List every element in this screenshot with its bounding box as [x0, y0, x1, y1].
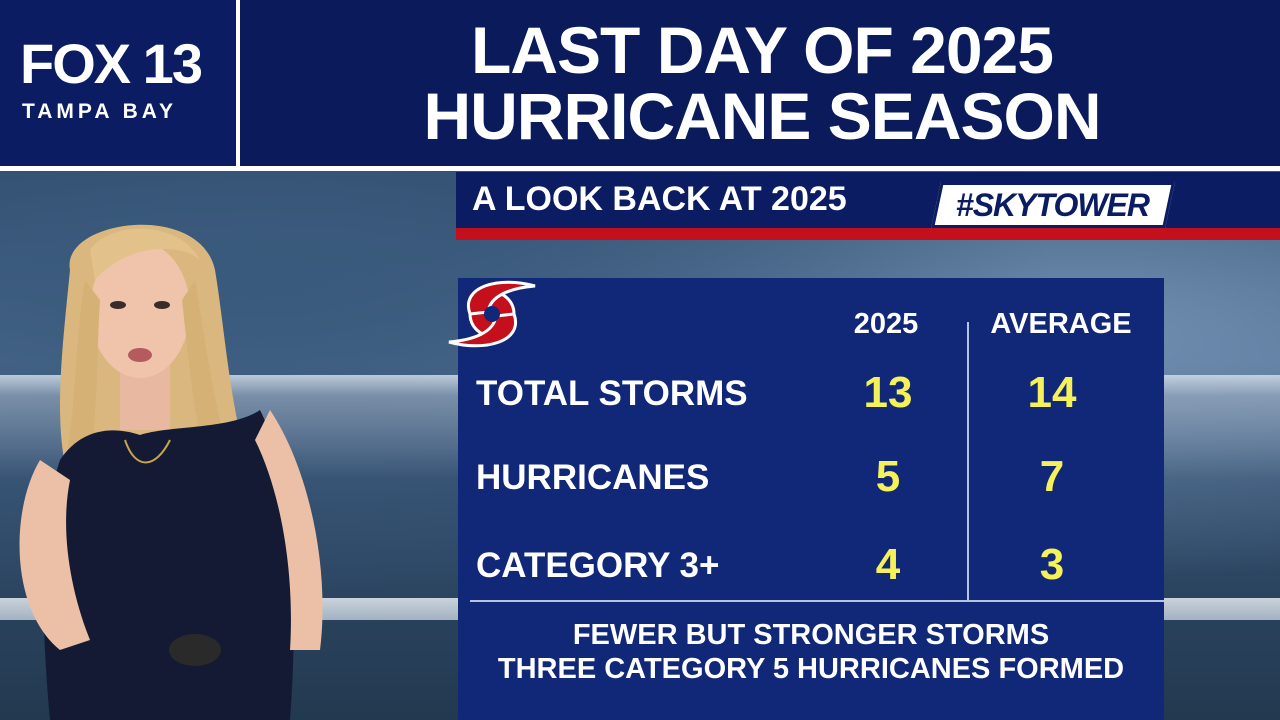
headline-line-1: LAST DAY OF 2025	[471, 13, 1054, 87]
presenter-figure	[19, 224, 323, 720]
logo-main-text: FOX 13	[20, 32, 203, 95]
value-average-hurricanes: 7	[1039, 452, 1065, 501]
column-divider	[967, 322, 969, 600]
column-header-average: AVERAGE	[990, 308, 1132, 340]
skytower-hashtag: #SKYTOWER	[956, 186, 1150, 223]
footnote-line-1: FEWER BUT STRONGER STORMS	[572, 619, 1050, 651]
row-label-total-storms: TOTAL STORMS	[476, 374, 748, 413]
value-2025-category-3-plus: 4	[875, 540, 901, 589]
headline: LAST DAY OF 2025 HURRICANE SEASON	[244, 0, 1280, 166]
column-header-2025: 2025	[853, 308, 919, 340]
logo-sub-text: TAMPA BAY	[22, 100, 178, 123]
subtitle-text: A LOOK BACK AT 2025	[472, 180, 847, 218]
value-2025-hurricanes: 5	[875, 452, 901, 501]
skytower-badge: #SKYTOWER	[931, 182, 1175, 228]
header-bar: FOX 13 TAMPA BAY LAST DAY OF 2025 HURRIC…	[0, 0, 1280, 168]
station-logo: FOX 13 TAMPA BAY	[0, 0, 240, 166]
footnote: FEWER BUT STRONGER STORMS THREE CATEGORY…	[458, 618, 1164, 686]
hurricane-symbol-icon	[448, 280, 536, 348]
row-label-hurricanes: HURRICANES	[476, 458, 710, 497]
row-label-category-3-plus: CATEGORY 3+	[476, 546, 720, 585]
stats-panel	[458, 278, 1164, 720]
headline-line-2: HURRICANE SEASON	[423, 79, 1101, 153]
value-average-category-3-plus: 3	[1039, 540, 1065, 589]
value-2025-total-storms: 13	[863, 368, 913, 417]
value-average-total-storms: 14	[1027, 368, 1077, 417]
footnote-line-2: THREE CATEGORY 5 HURRICANES FORMED	[497, 653, 1125, 685]
header-divider	[0, 166, 1280, 171]
red-accent-line	[456, 228, 1280, 240]
table-bottom-divider	[470, 600, 1164, 602]
